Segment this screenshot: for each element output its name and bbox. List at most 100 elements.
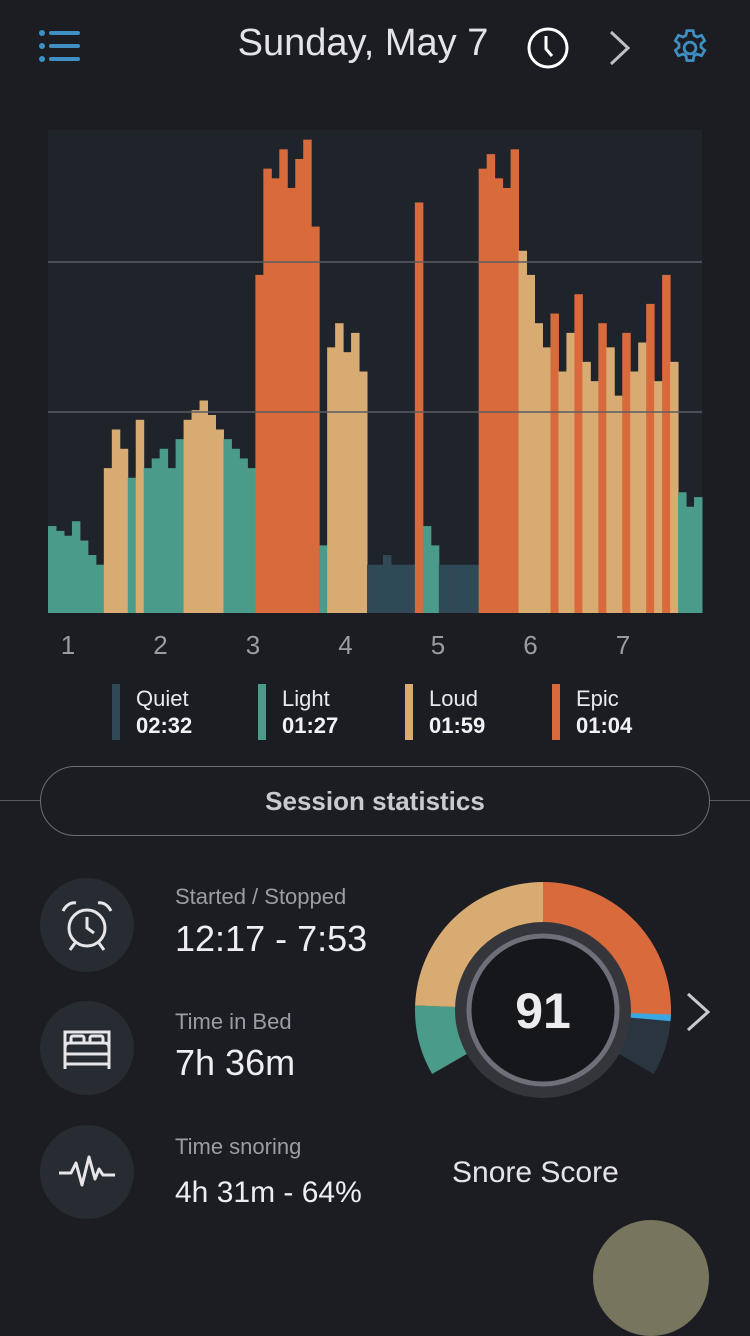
snore-bar-d <box>103 468 113 613</box>
snore-bar-e <box>255 274 264 613</box>
snore-timeline-chart[interactable] <box>0 120 750 620</box>
snore-bar-e <box>486 154 496 613</box>
snore-bar-e <box>303 139 312 613</box>
history-button[interactable] <box>526 26 570 75</box>
bed-icon <box>40 1001 134 1095</box>
session-statistics-button[interactable]: Session statistics <box>40 766 710 836</box>
time-snoring-label: Time snoring <box>175 1134 302 1159</box>
snore-bar-l <box>694 497 703 613</box>
snore-bar-q <box>367 564 376 613</box>
snore-bar-q <box>470 564 480 613</box>
snore-bar-e <box>311 226 320 613</box>
date-title: Sunday, May 7 <box>0 22 750 65</box>
clock-icon <box>527 27 569 69</box>
snore-bar-q <box>406 564 416 613</box>
legend-label: Epic <box>576 686 619 711</box>
snore-bar-l <box>422 526 432 613</box>
snore-score-value: 91 <box>515 983 571 1039</box>
snore-bar-d <box>558 371 567 613</box>
legend-value: 01:04 <box>576 713 633 738</box>
snore-bar-d <box>566 332 575 613</box>
settings-button[interactable] <box>668 26 712 75</box>
snore-bar-q <box>462 564 472 613</box>
snore-bar-l <box>87 555 97 613</box>
snore-bar-d <box>183 419 193 613</box>
snore-bar-e <box>494 178 504 614</box>
snore-bar-e <box>598 323 607 613</box>
snore-bar-q <box>390 564 400 613</box>
snore-bar-e <box>279 149 288 613</box>
snore-bar-d <box>542 347 551 613</box>
snore-bar-l <box>167 468 177 613</box>
floating-action-button[interactable] <box>593 1220 709 1336</box>
snore-bar-d <box>343 352 352 613</box>
snore-bar-d <box>359 371 368 613</box>
snore-bar-q <box>382 555 392 613</box>
snore-bar-l <box>223 439 232 613</box>
gauge-marker <box>622 1012 671 1022</box>
session-statistics-label: Session statistics <box>265 786 485 816</box>
snore-bar-e <box>502 187 512 613</box>
legend-value: 02:32 <box>136 713 193 738</box>
snore-bar-l <box>48 526 57 613</box>
snore-bar-e <box>295 158 304 614</box>
snore-bar-e <box>574 294 583 613</box>
score-details-button[interactable] <box>684 990 714 1039</box>
x-tick-label: 2 <box>153 630 168 660</box>
snore-bar-d <box>534 323 543 613</box>
snore-bar-l <box>231 448 240 613</box>
snore-bar-l <box>678 492 687 613</box>
snore-bar-l <box>175 439 185 613</box>
snore-bar-l <box>239 458 248 613</box>
snore-bar-d <box>670 361 679 613</box>
list-icon <box>39 30 80 62</box>
snore-bar-e <box>478 168 488 613</box>
snore-bar-l <box>63 535 73 613</box>
snore-score-gauge[interactable]: 91 <box>400 870 750 1130</box>
snore-bar-e <box>622 332 631 613</box>
snore-bar-d <box>518 250 528 613</box>
snore-bar-q <box>446 564 456 613</box>
started-stopped-value: 12:17 - 7:53 <box>175 918 368 959</box>
snore-bar-l <box>686 506 695 613</box>
snore-bar-l <box>127 477 137 613</box>
snore-bar-d <box>606 347 615 613</box>
snore-bar-e <box>510 149 520 613</box>
snore-bar-l <box>247 468 256 613</box>
snore-bar-e <box>662 274 671 613</box>
menu-button[interactable] <box>38 28 84 64</box>
x-tick-label: 5 <box>430 630 446 660</box>
snore-bar-l <box>151 458 161 613</box>
snore-bar-d <box>614 395 623 613</box>
legend-label: Quiet <box>136 686 189 711</box>
snore-bar-q <box>454 564 464 613</box>
snore-bar-d <box>582 361 591 613</box>
legend-label: Loud <box>429 686 478 711</box>
date-title-text: Sunday, May 7 <box>237 22 489 64</box>
snore-bar-e <box>263 168 272 613</box>
legend-value: 01:27 <box>282 713 339 738</box>
snore-bar-d <box>111 429 121 613</box>
snore-bar-d <box>135 419 145 613</box>
alarm-clock-icon <box>40 878 134 972</box>
snore-bar-q <box>398 564 408 613</box>
snore-bar-d <box>351 332 360 613</box>
chevron-right-icon <box>686 992 711 1032</box>
snore-bar-q <box>438 564 448 613</box>
snore-bar-e <box>271 178 280 614</box>
snore-bar-e <box>550 313 559 613</box>
chevron-right-icon <box>609 30 631 66</box>
snore-bar-d <box>526 274 536 613</box>
gauge-segment-loud <box>415 882 543 1008</box>
x-tick-label: 6 <box>523 630 538 660</box>
snore-bar-l <box>159 448 169 613</box>
time-in-bed-value: 7h 36m <box>175 1042 296 1083</box>
heartbeat-icon <box>40 1125 134 1219</box>
legend-value: 01:59 <box>429 713 486 738</box>
snore-bar-e <box>646 303 655 613</box>
snore-bar-l <box>319 545 328 613</box>
next-day-button[interactable] <box>606 28 634 73</box>
snore-bar-d <box>207 414 216 613</box>
snore-bar-d <box>630 371 639 613</box>
snore-bar-l <box>55 530 65 613</box>
